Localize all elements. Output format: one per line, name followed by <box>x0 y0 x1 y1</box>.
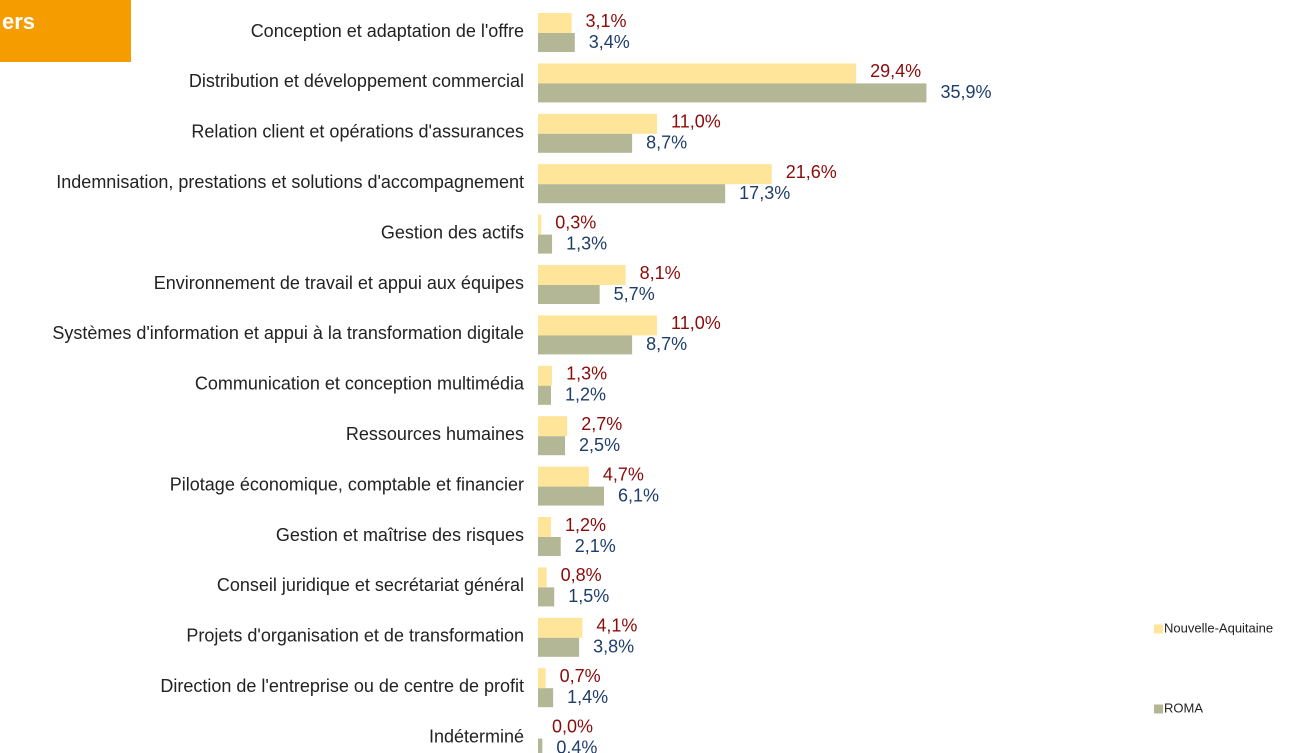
value-label: 1,2% <box>565 515 606 535</box>
bar <box>538 517 551 537</box>
value-label: 5,7% <box>614 284 655 304</box>
value-label: 17,3% <box>739 183 790 203</box>
value-label: 35,9% <box>940 82 991 102</box>
category-label: Relation client et opérations d'assuranc… <box>191 122 524 142</box>
category-label: Indemnisation, prestations et solutions … <box>56 172 524 192</box>
bar <box>538 365 553 386</box>
bar <box>538 335 633 355</box>
value-label: 1,4% <box>567 687 608 707</box>
bar <box>538 466 589 487</box>
category-label: Indéterminé <box>429 726 524 746</box>
bar <box>538 83 927 103</box>
category-label: Projets d'organisation et de transformat… <box>186 626 524 646</box>
bar <box>538 214 542 235</box>
bar <box>538 587 555 607</box>
category-label: Environnement de travail et appui aux éq… <box>154 273 524 293</box>
value-label: 0,4% <box>556 737 597 753</box>
value-label: 8,7% <box>646 133 687 153</box>
legend-label: Nouvelle-Aquitaine <box>1164 620 1273 635</box>
bar <box>538 184 726 204</box>
bar <box>538 688 554 708</box>
bar <box>538 164 772 185</box>
value-label: 29,4% <box>870 61 921 81</box>
value-label: 11,0% <box>671 313 721 333</box>
bar <box>538 537 561 556</box>
category-label: Communication et conception multimédia <box>195 374 525 394</box>
bar <box>538 133 633 153</box>
value-label: 8,1% <box>640 263 681 283</box>
legend-swatch <box>1154 624 1163 634</box>
value-label: 3,8% <box>593 637 634 657</box>
value-label: 1,3% <box>566 364 607 384</box>
bar <box>538 33 575 52</box>
value-label: 6,1% <box>618 485 659 505</box>
bar <box>538 567 547 588</box>
category-label: Direction de l'entreprise ou de centre d… <box>160 676 524 696</box>
value-label: 0,7% <box>560 666 601 686</box>
bar <box>538 385 551 405</box>
value-label: 1,5% <box>568 586 609 606</box>
bar <box>538 416 568 437</box>
category-label: Pilotage économique, comptable et financ… <box>170 474 524 494</box>
category-label: Gestion des actifs <box>381 222 524 242</box>
value-label: 11,0% <box>671 112 721 132</box>
value-label: 0,8% <box>561 565 602 585</box>
value-label: 0,0% <box>552 716 593 736</box>
bar <box>538 668 546 689</box>
value-label: 0,3% <box>555 212 596 232</box>
value-label: 2,5% <box>579 435 620 455</box>
value-label: 4,1% <box>596 616 637 636</box>
value-label: 4,7% <box>603 464 644 484</box>
value-label: 1,2% <box>565 385 606 405</box>
bar <box>538 285 600 304</box>
bar <box>538 265 626 285</box>
bar <box>538 13 572 33</box>
category-label: Conseil juridique et secrétariat général <box>217 575 524 595</box>
category-label: Distribution et développement commercial <box>189 71 524 91</box>
value-label: 2,1% <box>575 536 616 556</box>
bar <box>538 63 857 84</box>
category-label: Systèmes d'information et appui à la tra… <box>52 323 524 343</box>
bar <box>538 315 658 336</box>
legend-swatch <box>1154 704 1163 714</box>
bar <box>538 234 553 254</box>
bar <box>538 617 583 638</box>
value-label: 3,4% <box>589 32 630 52</box>
value-label: 2,7% <box>581 414 622 434</box>
value-label: 3,1% <box>586 11 627 31</box>
value-label: 21,6% <box>786 162 837 182</box>
legend-label: ROMA <box>1164 700 1203 715</box>
category-label: Conception et adaptation de l'offre <box>251 21 524 41</box>
bar <box>538 486 605 506</box>
badge-text: ers <box>2 9 35 34</box>
bar <box>538 637 580 657</box>
bar <box>538 436 566 456</box>
category-label: Ressources humaines <box>346 424 524 444</box>
value-label: 8,7% <box>646 334 687 354</box>
category-label: Gestion et maîtrise des risques <box>276 525 524 545</box>
value-label: 1,3% <box>566 233 607 253</box>
badge <box>0 0 131 62</box>
bar <box>538 113 658 134</box>
bar <box>538 738 543 753</box>
